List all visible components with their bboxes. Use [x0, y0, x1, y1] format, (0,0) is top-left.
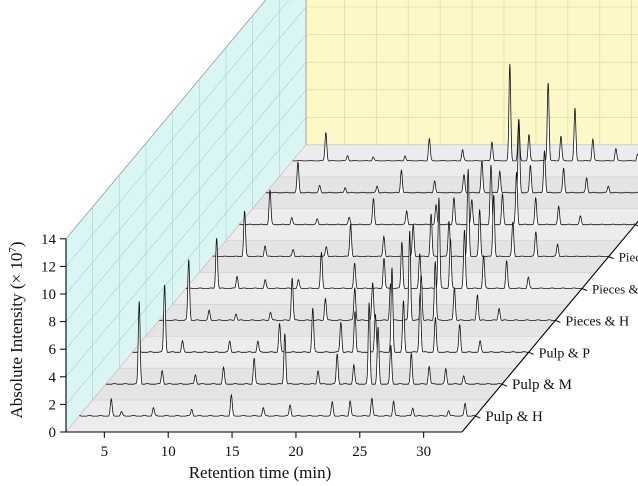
series-label: Pulp & H [485, 409, 543, 425]
y-tick-label: 0 [49, 425, 57, 441]
traces-group [65, 63, 638, 433]
left-grid-horizontal [65, 62, 307, 350]
labels-group: Juice & PJuice & MJuice & HPieces & PPie… [41, 232, 638, 460]
x-tick-label: 15 [225, 444, 240, 460]
depth-tick [475, 415, 481, 419]
y-axis-title-close: ) [7, 241, 26, 247]
series-label: Pieces & M [592, 282, 638, 297]
series-label: Pulp & M [512, 377, 572, 393]
depth-tick [501, 383, 508, 387]
axes-group [60, 220, 638, 438]
y-axis-title-exponent: 7 [7, 247, 19, 253]
y-tick-label: 8 [49, 315, 57, 331]
x-tick-label: 10 [161, 444, 176, 460]
trace-line [105, 301, 503, 385]
left-grid-horizontal [65, 117, 307, 405]
x-tick-label: 5 [101, 444, 109, 460]
left-grid-horizontal [65, 6, 307, 295]
y-tick-label: 12 [41, 259, 56, 275]
trace-pulp-h [65, 393, 490, 433]
x-tick-label: 25 [352, 444, 367, 460]
y-tick-label: 6 [49, 342, 57, 358]
left-grid-horizontal [65, 89, 307, 377]
y-tick-label: 2 [49, 397, 57, 413]
trace-line [186, 197, 582, 289]
x-axis-title: Retention time (min) [189, 463, 332, 482]
series-label: Pieces & H [565, 314, 629, 329]
depth-tick [581, 288, 588, 291]
left-grid-horizontal [65, 0, 290, 267]
trace-pulp-p [118, 267, 543, 369]
left-wall [65, 0, 307, 434]
trace-line [79, 393, 476, 417]
trace-line [265, 122, 638, 194]
trace-line [292, 63, 638, 162]
x-tick-label: 30 [416, 444, 431, 460]
trace-fill [266, 122, 638, 193]
x-tick-label: 20 [288, 444, 303, 460]
left-grid-horizontal [65, 34, 307, 322]
trace-line [132, 267, 529, 353]
trace-line [239, 164, 636, 226]
depth-tick [608, 256, 614, 260]
back-wall [305, 0, 638, 146]
depth-tick [528, 351, 534, 355]
series-label: Pieces & P [619, 250, 638, 265]
trace-line [159, 230, 556, 321]
y-axis-title-main: Absolute Intensity (× 10 [7, 253, 26, 419]
y-tick-label: 14 [41, 232, 57, 248]
y-axis-title: Absolute Intensity (× 107) [7, 241, 26, 418]
trace-juice-m [252, 122, 638, 210]
depth-tick [555, 319, 561, 323]
series-label: Pulp & P [539, 346, 591, 361]
y-tick-label: 10 [41, 287, 56, 303]
y-tick-label: 4 [49, 370, 57, 386]
